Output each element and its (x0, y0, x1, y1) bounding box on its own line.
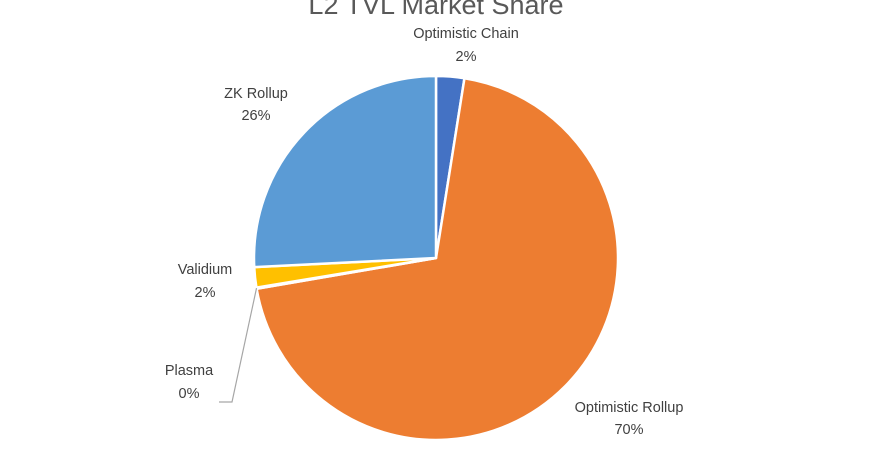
data-label-name-zk-rollup: ZK Rollup (224, 86, 288, 102)
slices-group (252, 74, 620, 442)
chart-title: L2 TVL Market Share (308, 0, 563, 20)
data-label-percent-optimistic-rollup: 70% (614, 422, 643, 438)
data-label-percent-plasma: 0% (179, 386, 200, 402)
data-label-name-validium: Validium (178, 262, 233, 278)
data-label-name-plasma: Plasma (165, 363, 214, 379)
data-label-percent-optimistic-chain: 2% (456, 49, 477, 65)
data-label-name-optimistic-rollup: Optimistic Rollup (575, 400, 684, 416)
data-label-percent-validium: 2% (195, 285, 216, 301)
labels-group: Optimistic Chain 2% Optimistic Rollup 70% Pl… (165, 26, 684, 438)
pie-slice-optimistic-rollup (255, 76, 620, 442)
data-label-percent-zk-rollup: 26% (241, 108, 270, 124)
data-label-name-optimistic-chain: Optimistic Chain (413, 26, 519, 42)
leader-line-plasma (219, 288, 258, 403)
pie-slice-zk-rollup (252, 74, 438, 269)
